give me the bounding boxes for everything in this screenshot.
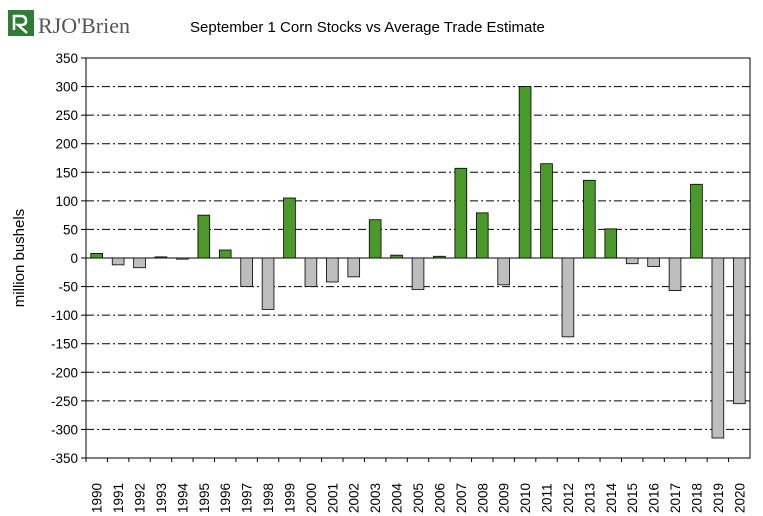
x-tick-label: 2014 [604,482,619,513]
x-tick-label: 2007 [454,483,469,513]
bar-2001 [326,257,339,283]
y-tick-label: 350 [55,51,78,66]
rjobrien-logo: RJO'Brien [8,10,130,38]
logo-text: RJO'Brien [38,13,130,38]
bar-1993 [154,256,168,259]
bar-2011 [540,163,553,259]
x-tick-label: 2005 [411,483,426,513]
bar-2018 [690,183,703,259]
y-tick-label: -250 [51,394,78,409]
y-tick-label: 200 [55,137,78,152]
y-tick-label: -150 [51,337,78,352]
bar-2020 [733,257,746,405]
x-tick-label: 2008 [475,483,490,513]
bar-2005 [411,257,425,290]
x-tick-label: 2018 [689,483,704,513]
bar-1992 [133,257,146,269]
y-tick-label: 100 [55,194,78,209]
x-tick-label: 2002 [347,483,362,513]
y-tick-label: 50 [63,222,78,237]
x-tick-label: 2016 [647,483,662,513]
x-tick-label: 1997 [240,483,255,513]
x-tick-label: 1990 [90,483,105,513]
y-tick-label: 0 [70,251,78,266]
x-tick-label: 2015 [625,483,640,513]
x-tick-label: 1998 [261,483,276,513]
bar-1997 [240,257,253,287]
bar-2016 [647,257,660,267]
x-tick-label: 1993 [154,483,169,513]
bar-2009 [497,257,510,286]
bar-1999 [283,197,296,259]
y-tick-label: -50 [58,280,78,295]
x-tick-label: 2011 [540,483,555,512]
x-tick-label: 1995 [197,483,212,513]
x-tick-label: 1996 [218,483,233,513]
bar-1995 [197,214,211,259]
x-tick-label: 2017 [668,483,683,513]
y-tick-label: -300 [51,422,78,437]
bar-2007 [454,167,468,259]
y-tick-label: -350 [51,451,78,466]
x-tick-label: 2001 [325,483,340,513]
bar-2000 [304,257,318,287]
y-tick-label: -100 [51,308,78,323]
bar-2002 [347,257,361,278]
logo-mark-glyph [12,14,28,34]
chart-title: September 1 Corn Stocks vs Average Trade… [190,19,545,36]
y-tick-label: -200 [51,365,78,380]
x-tick-label: 2013 [582,483,597,513]
bar-2013 [583,179,596,259]
bar-1994 [176,257,189,260]
x-tick-label: 2000 [304,483,319,513]
x-tick-label: 2019 [711,483,726,513]
bar-1998 [261,257,275,310]
bar-2014 [604,228,618,259]
x-tick-label: 1994 [175,482,190,513]
y-tick-label: 150 [55,165,78,180]
bar-2019 [711,257,725,439]
x-tick-label: 2003 [368,483,383,513]
bar-1996 [218,249,232,259]
x-tick-label: 1991 [111,483,126,513]
x-tick-label: 2009 [497,483,512,513]
bar-2012 [561,257,575,338]
logo-mark [8,10,34,36]
x-tick-label: 1992 [133,483,148,513]
y-tick-label: 250 [55,108,78,123]
y-tick-label: 300 [55,80,78,95]
x-tick-label: 2010 [518,483,533,513]
x-tick-label: 2006 [432,483,447,513]
x-tick-label: 2012 [561,483,576,513]
bar-2010 [518,86,532,259]
x-tick-label: 1999 [282,483,297,513]
bar-1991 [111,257,125,266]
bar-2003 [368,219,382,259]
bar-2004 [390,254,403,259]
bar-2017 [668,257,682,291]
bar-2008 [475,212,489,259]
bar-2006 [433,255,446,259]
bar-1990 [90,253,103,259]
x-tick-label: 2020 [732,483,747,513]
bar-2015 [625,257,639,265]
x-tick-label: 2004 [390,482,405,513]
